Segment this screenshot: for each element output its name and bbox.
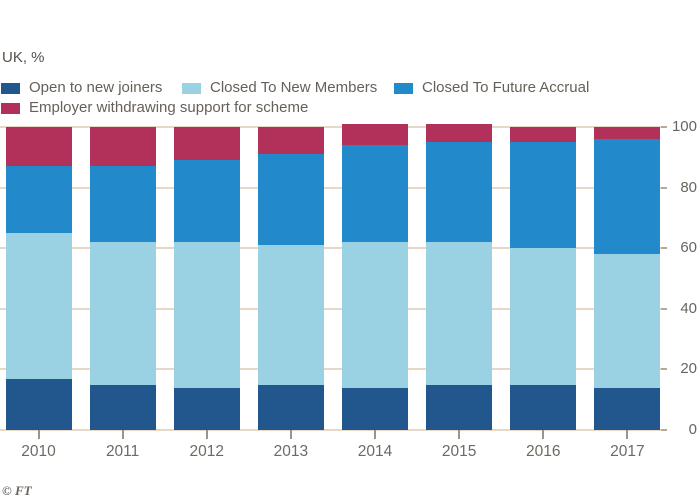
- y-axis-tick: [661, 247, 667, 250]
- bar-segment-closed-to-new-members: [173, 242, 240, 388]
- legend-item-closed-new-members: Closed To New Members: [182, 79, 378, 96]
- y-axis-tick: [661, 429, 667, 431]
- x-axis-tick: [289, 430, 292, 439]
- bar-segment-closed-to-future-accrual: [594, 139, 661, 255]
- y-axis-tick: [661, 186, 667, 189]
- gridline: [0, 247, 661, 250]
- y-axis-tick: [661, 126, 667, 128]
- x-axis-tick: [458, 430, 461, 439]
- x-axis-label: 2016: [525, 443, 561, 460]
- x-axis-tick: [626, 430, 629, 439]
- legend-label: Employer withdrawing support for scheme: [29, 99, 309, 116]
- y-axis-tick: [661, 307, 667, 310]
- ft-credit: © FT: [2, 483, 32, 498]
- legend-item-closed-future-accrual: Closed To Future Accrual: [394, 79, 590, 96]
- bar-segment-employer-withdrawing-support-for-scheme: [510, 127, 577, 143]
- legend-item-open: Open to new joiners: [1, 79, 163, 96]
- bar-segment-closed-to-new-members: [510, 248, 577, 385]
- bar-segment-open-to-new-joiners: [257, 384, 324, 430]
- bar-segment-employer-withdrawing-support-for-scheme: [594, 127, 661, 140]
- bar-segment-closed-to-new-members: [257, 245, 324, 385]
- y-axis-label: 40: [680, 299, 697, 317]
- x-axis-tick: [373, 430, 376, 439]
- bar-2017: [594, 127, 661, 430]
- x-axis-tick: [542, 430, 545, 439]
- bar-segment-open-to-new-joiners: [594, 387, 661, 430]
- x-axis-label: 2015: [441, 443, 477, 460]
- x-axis-label: 2014: [357, 443, 393, 460]
- x-axis-label: 2011: [105, 443, 140, 460]
- bar-segment-open-to-new-joiners: [173, 387, 240, 430]
- bar-segment-closed-to-new-members: [89, 242, 156, 385]
- legend-swatch-open: [1, 82, 20, 94]
- bar-segment-open-to-new-joiners: [510, 384, 577, 430]
- y-axis-label: 60: [680, 239, 697, 257]
- bar-segment-open-to-new-joiners: [89, 384, 156, 430]
- legend-swatch-closed-future-accrual: [394, 82, 413, 94]
- bar-segment-closed-to-future-accrual: [341, 145, 408, 243]
- bar-2014: [341, 124, 408, 430]
- plot-area: 0 20 40 60 80 100: [0, 118, 700, 438]
- gridline: [0, 368, 661, 371]
- bar-2012: [173, 127, 240, 430]
- x-axis-label: 2010: [21, 443, 56, 460]
- bar-segment-closed-to-future-accrual: [173, 160, 240, 243]
- bar-segment-open-to-new-joiners: [426, 384, 493, 430]
- chart-title: UK, %: [2, 49, 45, 66]
- legend-item-withdrawing: Employer withdrawing support for scheme: [1, 99, 309, 116]
- bar-segment-closed-to-new-members: [426, 242, 493, 385]
- legend-label: Closed To New Members: [210, 79, 378, 96]
- gridline: [0, 126, 661, 128]
- bar-2011: [89, 127, 156, 430]
- bar-2015: [426, 124, 493, 430]
- gridline: [0, 186, 661, 189]
- y-axis-label: 80: [680, 178, 697, 196]
- y-axis-label: 100: [671, 118, 697, 135]
- x-axis-tick: [37, 430, 40, 439]
- bar-segment-employer-withdrawing-support-for-scheme: [89, 127, 156, 167]
- x-axis-label: 2013: [273, 443, 309, 460]
- x-axis-label: 2012: [189, 443, 224, 460]
- y-axis-tick: [661, 368, 667, 371]
- x-axis-label: 2017: [610, 443, 645, 460]
- bar-2013: [257, 127, 324, 430]
- legend-label: Open to new joiners: [29, 79, 163, 96]
- bar-segment-closed-to-new-members: [5, 233, 72, 379]
- bar-segment-employer-withdrawing-support-for-scheme: [341, 124, 408, 146]
- x-axis-tick: [121, 430, 124, 439]
- bar-segment-open-to-new-joiners: [341, 387, 408, 430]
- bar-2016: [510, 127, 577, 430]
- bar-segment-open-to-new-joiners: [5, 378, 72, 430]
- bar-segment-employer-withdrawing-support-for-scheme: [173, 127, 240, 161]
- bar-segment-employer-withdrawing-support-for-scheme: [257, 127, 324, 155]
- gridline: [0, 429, 661, 431]
- legend-label: Closed To Future Accrual: [422, 79, 590, 96]
- bar-segment-closed-to-new-members: [341, 242, 408, 388]
- bar-segment-closed-to-new-members: [594, 254, 661, 388]
- bar-segment-employer-withdrawing-support-for-scheme: [426, 124, 493, 143]
- bar-2010: [5, 127, 72, 430]
- legend-swatch-closed-new-members: [182, 82, 201, 94]
- bar-segment-closed-to-future-accrual: [89, 166, 156, 243]
- y-axis-label: 0: [688, 421, 697, 438]
- legend-swatch-withdrawing: [1, 102, 20, 114]
- bar-segment-closed-to-future-accrual: [5, 166, 72, 234]
- bar-segment-employer-withdrawing-support-for-scheme: [5, 127, 72, 167]
- x-axis-tick: [205, 430, 208, 439]
- bar-segment-closed-to-future-accrual: [426, 142, 493, 243]
- bar-segment-closed-to-future-accrual: [510, 142, 577, 249]
- bar-segment-closed-to-future-accrual: [257, 154, 324, 246]
- gridline: [0, 307, 661, 310]
- y-axis-label: 20: [680, 360, 697, 378]
